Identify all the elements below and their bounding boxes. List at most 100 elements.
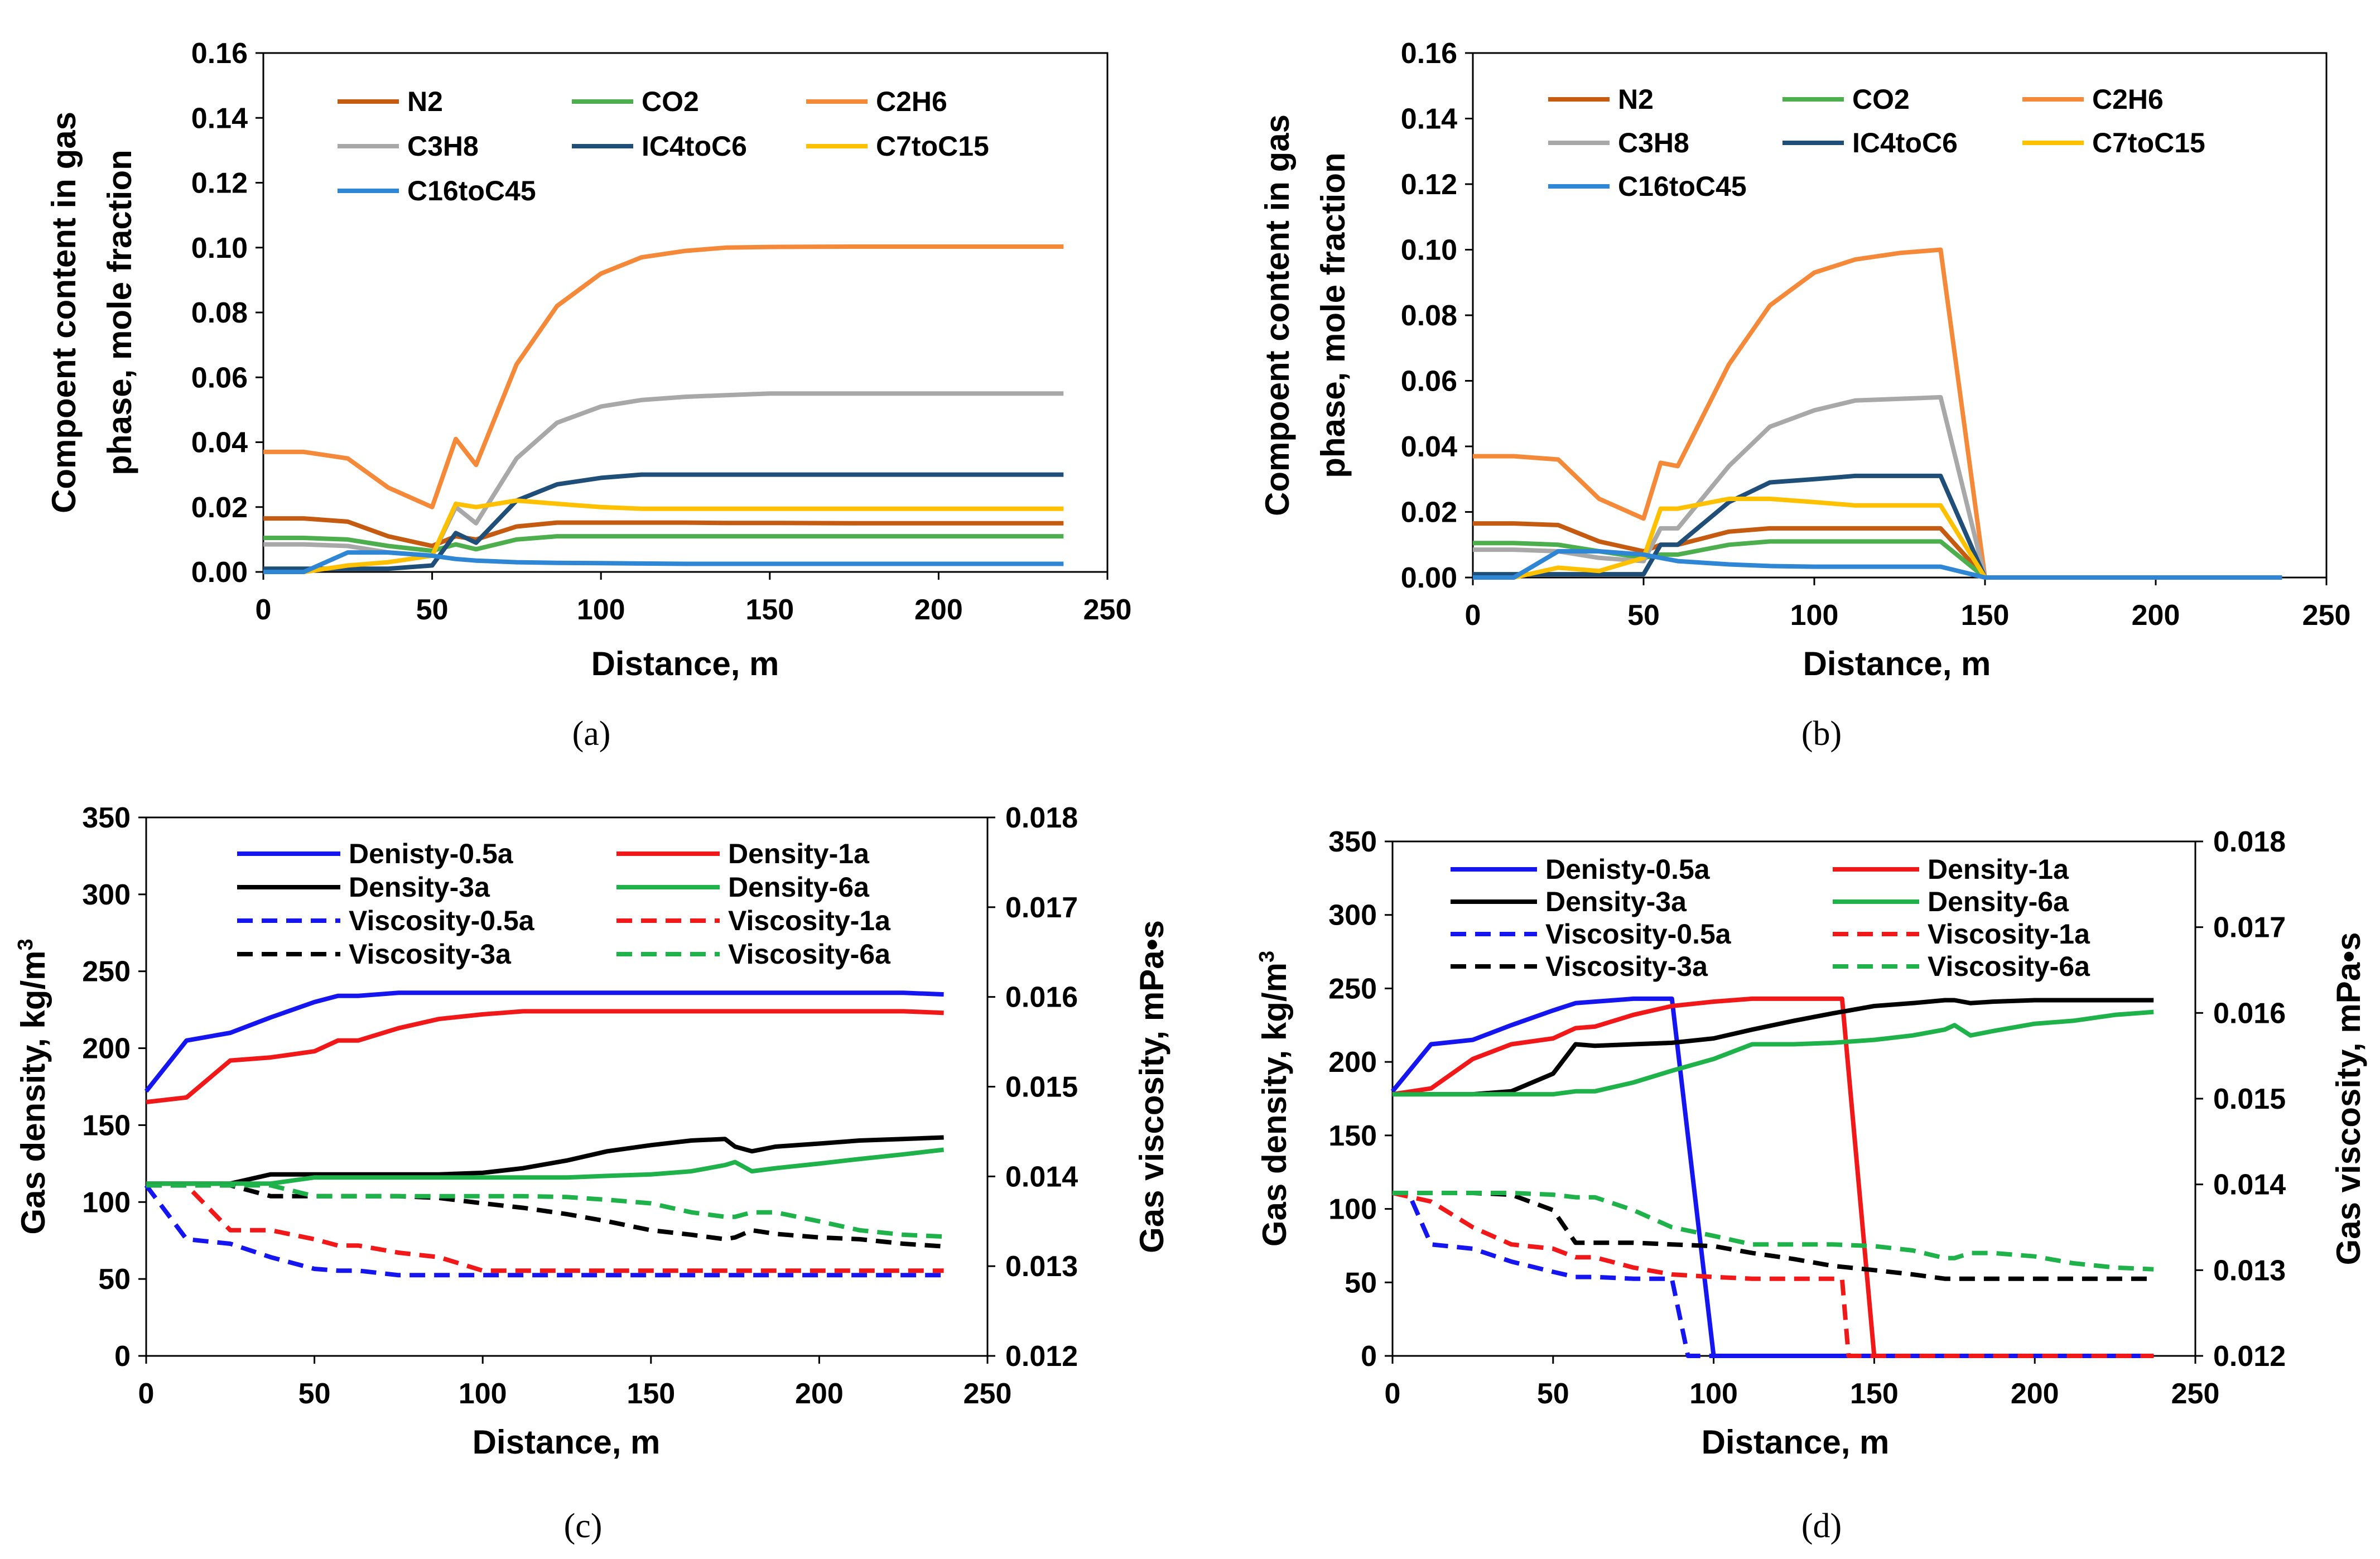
y-tick-label: 50 — [1345, 1267, 1377, 1299]
y-tick-label: 0.02 — [1401, 497, 1457, 529]
y2-tick-label: 0.018 — [1005, 802, 1078, 834]
series-line-density-6a — [1393, 1009, 2154, 1097]
x-tick-label: 250 — [2171, 1378, 2220, 1410]
y-tick-label: 0.04 — [1401, 431, 1457, 463]
y-axis-label-line2: phase, mole fraction — [1314, 152, 1352, 478]
series-line-viscosity-0-5a — [1393, 1191, 2154, 1358]
y2-tick-label: 0.012 — [1005, 1340, 1078, 1373]
legend-label: IC4toC6 — [642, 131, 747, 162]
y-tick-label: 200 — [1328, 1046, 1377, 1079]
y-tick-label: 0.08 — [191, 297, 248, 329]
x-tick-label: 250 — [963, 1378, 1012, 1410]
series-line-density-1a — [146, 1009, 944, 1105]
y-tick-label: 0.06 — [191, 362, 248, 394]
legend-label: N2 — [407, 86, 443, 117]
y-tick-label: 0.14 — [1401, 103, 1457, 136]
series-line-viscosity-1a — [146, 1183, 944, 1273]
y-tick-label: 200 — [82, 1033, 131, 1065]
y-tick-label: 0.12 — [191, 167, 248, 200]
legend-label: Viscosity-3a — [1545, 951, 1708, 982]
y-axis-label: Gas density, kg/m3 — [14, 939, 52, 1234]
series-line-denisty-0-5a — [1390, 996, 2154, 1358]
x-tick-label: 250 — [1083, 594, 1132, 626]
series-line-density-1a — [1392, 996, 2154, 1358]
x-axis-label: Distance, m — [1702, 1423, 1890, 1461]
series-line-c16toc45 — [1473, 549, 2282, 580]
series-line-density-3a — [1393, 998, 2154, 1097]
legend-label: Density-1a — [1928, 854, 2069, 885]
legend-label: Viscosity-1a — [728, 905, 891, 936]
y-tick-label: 50 — [98, 1263, 131, 1296]
panel-caption: (b) — [1801, 715, 1842, 753]
legend-label: C3H8 — [407, 131, 479, 162]
x-tick-label: 100 — [1790, 599, 1839, 632]
y-tick-label: 0.10 — [1401, 234, 1457, 267]
y-tick-label: 100 — [82, 1186, 131, 1219]
y2-tick-label: 0.016 — [1005, 981, 1078, 1014]
x-tick-label: 200 — [914, 594, 963, 626]
panel-caption: (a) — [572, 715, 611, 753]
y-axis-label-superscript: 3 — [14, 939, 37, 950]
x-tick-label: 0 — [256, 594, 272, 626]
legend-label: Density-3a — [349, 872, 490, 903]
legend-label: Viscosity-0.5a — [1545, 918, 1732, 950]
legend-label: Viscosity-6a — [1928, 951, 2090, 982]
legend-label: Density-6a — [728, 872, 870, 903]
y-tick-label: 300 — [82, 879, 131, 911]
legend-label: C7toC15 — [2092, 127, 2205, 158]
x-tick-label: 50 — [416, 594, 449, 626]
legend-label: C3H8 — [1618, 127, 1689, 158]
legend-label: N2 — [1618, 84, 1654, 115]
y-tick-label: 150 — [82, 1109, 131, 1142]
series-line-denisty-0-5a — [144, 990, 944, 1093]
legend-label: CO2 — [1852, 84, 1910, 115]
panel-caption: (d) — [1801, 1507, 1842, 1545]
y-axis-label-superscript: 3 — [1255, 951, 1279, 963]
x-tick-label: 200 — [2132, 599, 2180, 632]
y-tick-label: 0.00 — [191, 556, 248, 589]
y-tick-label: 0.02 — [191, 492, 248, 524]
series-line-density-3a — [146, 1135, 944, 1186]
y2-tick-label: 0.015 — [1005, 1071, 1078, 1104]
series-line-c2h6 — [263, 244, 1064, 509]
y-tick-label: 0.14 — [191, 102, 248, 134]
y2-tick-label: 0.012 — [2213, 1340, 2286, 1373]
legend-label: Viscosity-6a — [728, 939, 891, 970]
chart-panel-c: 0 50 100 150 200 250 0 50 100 150 200 250 300 350 0.01… — [14, 802, 1170, 1545]
x-tick-label: 200 — [795, 1378, 844, 1410]
y-axis-label-line2: phase, mole fraction — [101, 150, 138, 475]
y-tick-label: 0 — [1361, 1340, 1377, 1373]
y-tick-label: 0 — [114, 1340, 131, 1373]
y2-tick-label: 0.014 — [1005, 1161, 1078, 1193]
y-axis-label-line1: Compoent content in gas — [45, 112, 83, 513]
y2-tick-label: 0.018 — [2213, 826, 2286, 858]
y2-axis-label: Gas viscosity, mPa•s — [1133, 920, 1170, 1253]
y-tick-label: 250 — [1328, 973, 1377, 1005]
y-tick-label: 250 — [82, 956, 131, 988]
chart-panel-d: 0 50 100 150 200 250 0 50 100 150 200 250 300 350 0.01… — [1255, 826, 2367, 1545]
series-line-viscosity-3a — [1393, 1191, 2154, 1281]
x-tick-label: 0 — [138, 1378, 155, 1410]
y-tick-label: 300 — [1328, 899, 1377, 932]
legend-label: Density-3a — [1545, 886, 1687, 917]
y-tick-label: 0.00 — [1401, 562, 1457, 594]
y2-tick-label: 0.015 — [2213, 1083, 2286, 1115]
x-tick-label: 100 — [459, 1378, 507, 1410]
y2-axis-label: Gas viscosity, mPa•s — [2330, 932, 2367, 1266]
y-tick-label: 0.16 — [1401, 37, 1457, 70]
legend-label: Viscosity-1a — [1928, 918, 2090, 950]
y-axis-label-line1: Compoent content in gas — [1259, 114, 1296, 516]
chart-panel-a: 0 50 100 150 200 250 0.00 0.02 0.04 0.06 0.08 0.10 0… — [45, 37, 1131, 753]
y2-tick-label: 0.017 — [2213, 912, 2286, 944]
y-tick-label: 350 — [1328, 826, 1377, 858]
x-tick-label: 100 — [577, 594, 625, 626]
y2-tick-label: 0.017 — [1005, 892, 1078, 924]
x-tick-label: 50 — [298, 1378, 331, 1410]
y-axis-label: Gas density, kg/m3 — [1255, 951, 1293, 1247]
legend-label: C2H6 — [2092, 84, 2164, 115]
x-tick-label: 200 — [2011, 1378, 2059, 1410]
y-tick-label: 350 — [82, 802, 131, 834]
x-axis-label: Distance, m — [473, 1423, 661, 1461]
x-tick-label: 100 — [1689, 1378, 1738, 1410]
